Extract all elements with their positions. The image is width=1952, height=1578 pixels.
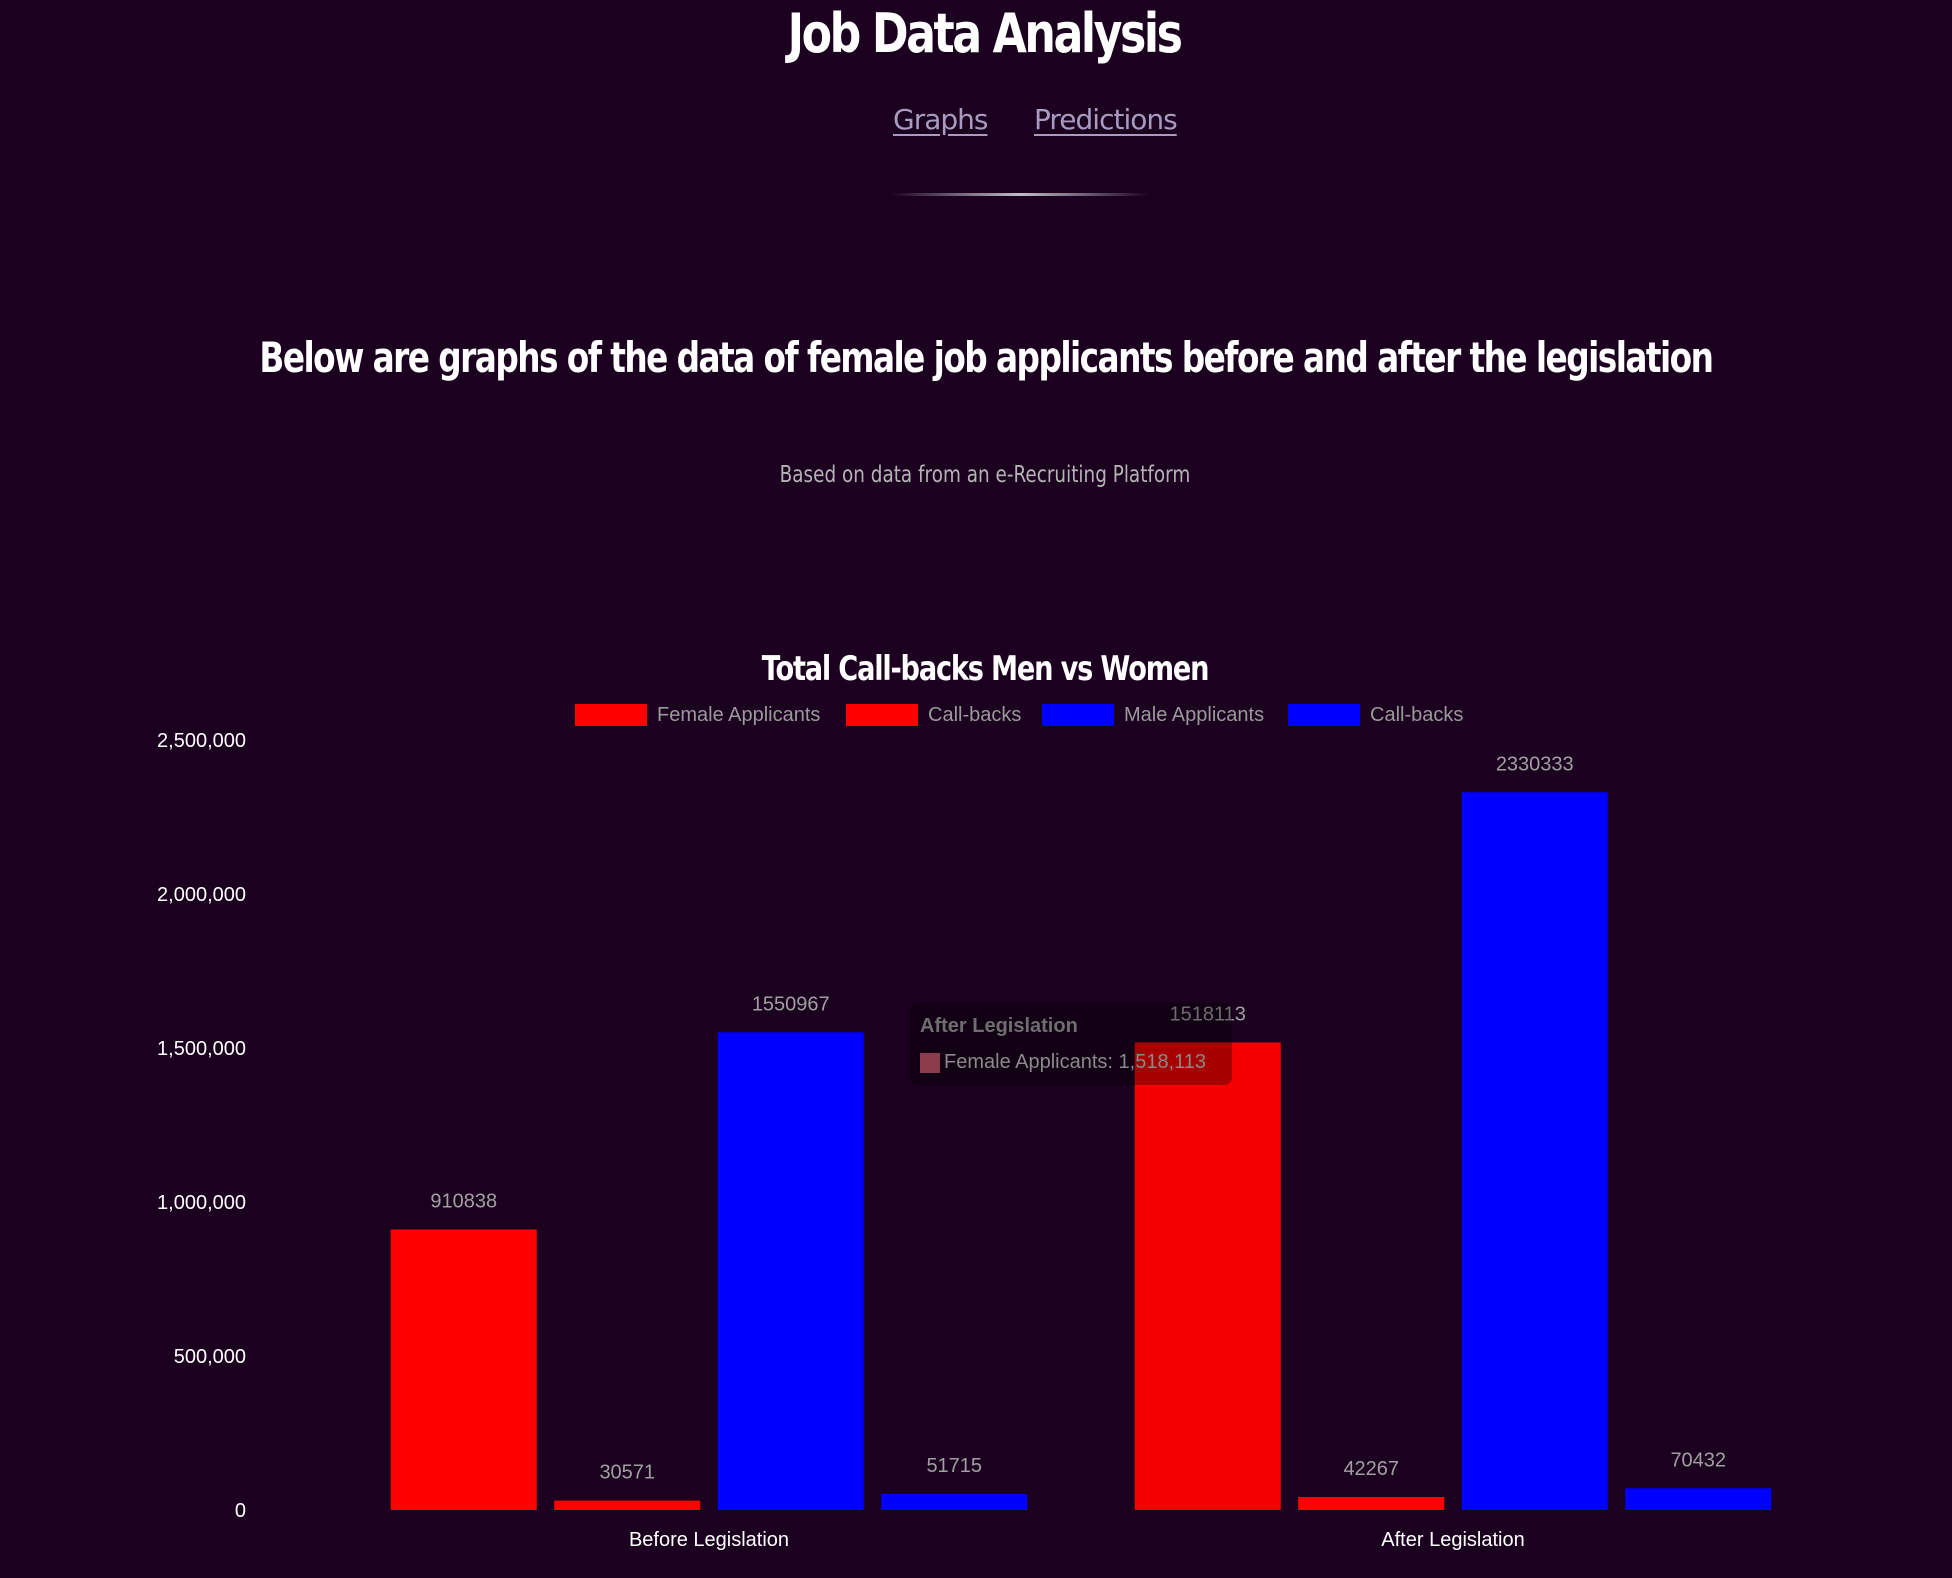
bar-value-label: 51715 [926, 1455, 982, 1477]
bar [1625, 1488, 1772, 1510]
y-tick-label: 1,500,000 [157, 1038, 246, 1060]
y-tick-label: 2,500,000 [157, 730, 246, 752]
legend-label-female-callbacks: Call-backs [928, 703, 1022, 726]
bar [1134, 1042, 1281, 1510]
bar-value-label: 1550967 [752, 993, 830, 1015]
bar [881, 1494, 1028, 1510]
chart-legend: Female Applicants Call-backs Male Applic… [0, 700, 1952, 730]
legend-item-male-callbacks[interactable]: Call-backs [1288, 700, 1463, 730]
site-title: Job Data Analysis [787, 2, 1183, 65]
bar-value-label: 42267 [1343, 1458, 1399, 1480]
bar [390, 1229, 537, 1510]
bar [717, 1032, 864, 1510]
legend-label-female-applicants: Female Applicants [657, 703, 821, 726]
chart-title: Total Call-backs Men vs Women [761, 649, 1210, 689]
page-headline: Below are graphs of the data of female j… [259, 333, 1714, 382]
legend-label-male-applicants: Male Applicants [1124, 703, 1265, 726]
nav-link-predictions[interactable]: Predictions [1034, 103, 1178, 136]
y-tick-label: 2,000,000 [157, 884, 246, 906]
nav-divider [890, 193, 1150, 196]
legend-swatch-female-applicants [575, 704, 647, 726]
y-tick-label: 500,000 [174, 1346, 246, 1368]
legend-item-male-applicants[interactable]: Male Applicants [1042, 700, 1264, 730]
bar-value-label: 30571 [599, 1462, 655, 1484]
bar-value-label: 2330333 [1496, 753, 1574, 775]
legend-swatch-male-callbacks [1288, 704, 1360, 726]
bar-value-label: 910838 [430, 1190, 497, 1212]
source-note: Based on data from an e-Recruiting Platf… [779, 462, 1191, 488]
bar [554, 1500, 701, 1510]
bar-value-label: 1518113 [1170, 1003, 1246, 1025]
x-category-label: After Legislation [1381, 1529, 1524, 1551]
bar-value-label: 70432 [1670, 1449, 1726, 1471]
legend-swatch-male-applicants [1042, 704, 1114, 726]
y-tick-label: 1,000,000 [157, 1192, 246, 1214]
y-tick-label: 0 [235, 1500, 246, 1522]
legend-item-female-callbacks[interactable]: Call-backs [846, 700, 1021, 730]
legend-item-female-applicants[interactable]: Female Applicants [575, 700, 820, 730]
main-nav: Graphs Predictions [0, 100, 1952, 144]
bar [1461, 792, 1608, 1510]
legend-swatch-female-callbacks [846, 704, 918, 726]
nav-link-graphs[interactable]: Graphs [893, 103, 988, 136]
bar [1298, 1496, 1445, 1510]
legend-label-male-callbacks: Call-backs [1370, 703, 1464, 726]
x-category-label: Before Legislation [629, 1529, 789, 1551]
